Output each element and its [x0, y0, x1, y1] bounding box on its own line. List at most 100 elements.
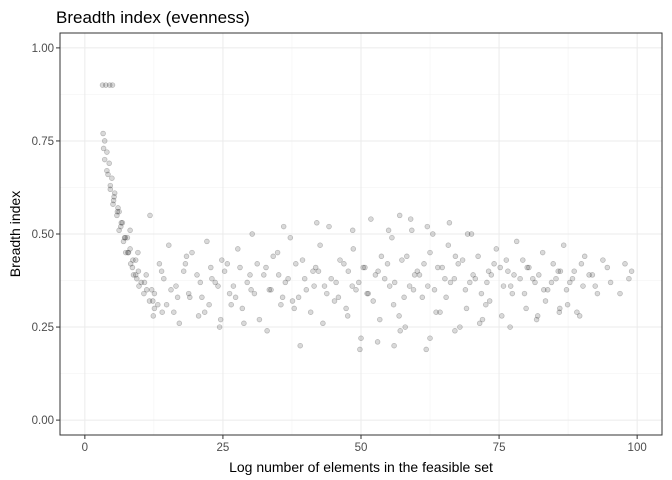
data-point — [101, 156, 108, 163]
data-point — [161, 275, 167, 282]
data-point — [539, 249, 546, 256]
data-point — [197, 279, 204, 286]
data-point — [297, 342, 303, 349]
x-tick-label: 50 — [355, 442, 368, 454]
data-point — [513, 238, 520, 245]
data-point — [130, 257, 136, 263]
data-point — [134, 275, 140, 282]
data-point — [509, 290, 516, 297]
data-point — [600, 257, 606, 263]
data-point — [107, 186, 114, 193]
data-point — [370, 298, 376, 304]
data-point — [321, 283, 328, 289]
data-point — [185, 290, 192, 297]
data-point — [427, 335, 433, 341]
data-point — [564, 301, 571, 308]
data-point — [589, 272, 596, 278]
data-point — [150, 313, 157, 319]
data-point — [111, 190, 118, 196]
data-point — [617, 290, 623, 297]
data-point — [118, 220, 125, 226]
data-point — [264, 328, 270, 334]
data-point — [404, 253, 410, 260]
data-point — [360, 264, 366, 271]
data-point — [326, 223, 332, 230]
data-point — [216, 324, 223, 330]
data-point — [544, 287, 551, 293]
data-point — [464, 231, 471, 237]
y-tick-label: 0.75 — [32, 136, 54, 148]
data-point — [132, 272, 139, 278]
data-point — [358, 335, 364, 341]
data-point — [158, 268, 165, 274]
data-point — [303, 287, 310, 293]
data-point — [389, 234, 395, 241]
data-point — [439, 264, 445, 271]
x-axis-title: Log number of elements in the feasible s… — [229, 459, 493, 475]
data-point — [146, 298, 153, 304]
data-point — [194, 272, 200, 278]
data-point — [314, 220, 320, 226]
data-point — [143, 272, 149, 278]
data-point — [569, 275, 576, 282]
data-point — [377, 316, 383, 323]
data-point — [571, 268, 577, 274]
data-point — [114, 212, 120, 219]
data-point — [384, 261, 391, 267]
data-point — [337, 257, 343, 263]
data-point — [254, 261, 260, 267]
data-point — [536, 272, 542, 278]
data-point — [443, 294, 449, 301]
data-point — [401, 294, 407, 301]
y-axis-title: Breadth index — [7, 191, 23, 277]
y-tick-label: 0.25 — [32, 322, 54, 334]
data-point — [119, 220, 126, 226]
data-point — [156, 261, 163, 267]
data-point — [530, 275, 536, 282]
data-point — [315, 268, 322, 274]
data-point — [180, 268, 187, 274]
data-point — [592, 283, 598, 289]
data-point — [331, 298, 338, 304]
data-point — [125, 249, 132, 256]
data-point — [407, 216, 414, 222]
data-point — [311, 283, 317, 289]
data-point — [335, 294, 342, 301]
data-point — [275, 272, 282, 278]
data-point — [224, 261, 231, 267]
data-point — [176, 320, 183, 327]
data-point — [507, 324, 513, 330]
data-point — [312, 264, 319, 271]
data-point — [320, 320, 326, 327]
data-point — [423, 346, 429, 353]
data-point — [100, 145, 107, 152]
data-point — [228, 301, 234, 308]
data-point — [556, 309, 563, 315]
data-point — [109, 82, 116, 88]
data-point — [594, 290, 601, 297]
data-point — [217, 316, 224, 323]
data-point — [116, 208, 122, 215]
data-point — [533, 316, 540, 323]
data-point — [136, 283, 142, 289]
data-point — [171, 309, 177, 315]
data-point — [521, 290, 528, 297]
data-point — [357, 346, 363, 353]
data-point — [132, 257, 139, 263]
data-point — [279, 294, 286, 301]
data-point — [105, 171, 111, 178]
data-point — [484, 279, 490, 286]
data-point — [542, 298, 549, 304]
data-point — [604, 264, 611, 271]
data-point — [493, 246, 500, 252]
data-point — [199, 294, 205, 301]
data-point — [427, 249, 433, 256]
data-point — [344, 313, 351, 319]
data-point — [455, 261, 461, 267]
data-point — [100, 130, 106, 137]
data-point — [237, 264, 243, 271]
data-point — [349, 283, 355, 289]
data-point — [268, 287, 274, 293]
data-point — [356, 279, 362, 286]
data-point — [486, 298, 493, 304]
